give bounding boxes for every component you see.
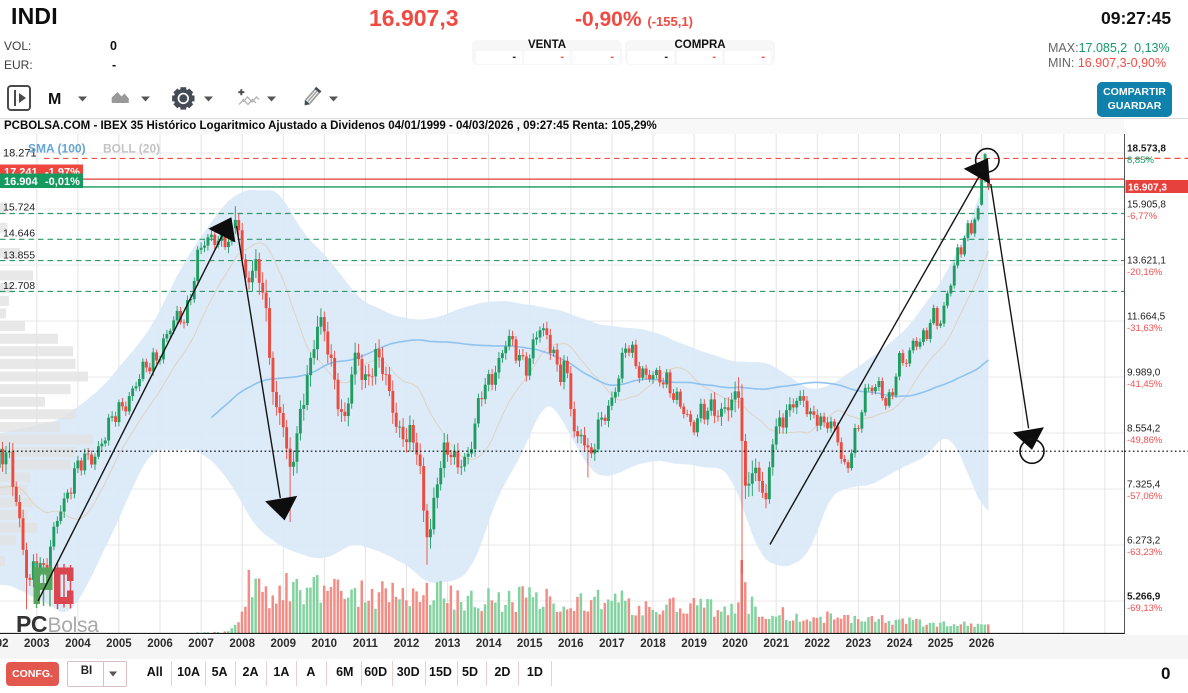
svg-text:-6,77%: -6,77%: [1127, 211, 1158, 222]
svg-text:-69,13%: -69,13%: [1127, 603, 1163, 614]
svg-text:15.905,8: 15.905,8: [1127, 200, 1166, 211]
svg-text:7.325,4: 7.325,4: [1127, 480, 1161, 491]
svg-text:13.855: 13.855: [3, 250, 35, 262]
svg-text:Bolsa: Bolsa: [48, 614, 100, 634]
svg-text:M: M: [48, 91, 61, 108]
svg-text:16.904: 16.904: [4, 176, 39, 188]
svg-text:-49,86%: -49,86%: [1127, 435, 1163, 446]
svg-text:SMA (100): SMA (100): [28, 142, 86, 156]
svg-text:18.573,8: 18.573,8: [1127, 144, 1166, 155]
svg-text:BOLL (20): BOLL (20): [103, 142, 160, 156]
svg-text:9.989,0: 9.989,0: [1127, 368, 1161, 379]
svg-text:5.266,9: 5.266,9: [1127, 592, 1161, 603]
svg-text:8,85%: 8,85%: [1127, 155, 1154, 166]
svg-text:16.907,3: 16.907,3: [1128, 183, 1167, 194]
svg-text:-0,01%: -0,01%: [45, 176, 80, 188]
svg-text:11.664,5: 11.664,5: [1127, 312, 1166, 323]
svg-text:14.646: 14.646: [3, 228, 35, 240]
svg-text:13.621,1: 13.621,1: [1127, 256, 1166, 267]
svg-text:-41,45%: -41,45%: [1127, 379, 1163, 390]
svg-text:12.708: 12.708: [3, 280, 35, 292]
svg-text:18.271: 18.271: [3, 148, 37, 160]
svg-text:-31,63%: -31,63%: [1127, 323, 1163, 334]
svg-text:PC: PC: [16, 611, 47, 634]
svg-text:15.724: 15.724: [3, 202, 35, 214]
svg-text:-63,23%: -63,23%: [1127, 547, 1163, 558]
svg-text:-20,16%: -20,16%: [1127, 267, 1163, 278]
svg-text:-57,06%: -57,06%: [1127, 491, 1163, 502]
svg-text:8.554,2: 8.554,2: [1127, 424, 1161, 435]
svg-text:6.273,2: 6.273,2: [1127, 536, 1161, 547]
